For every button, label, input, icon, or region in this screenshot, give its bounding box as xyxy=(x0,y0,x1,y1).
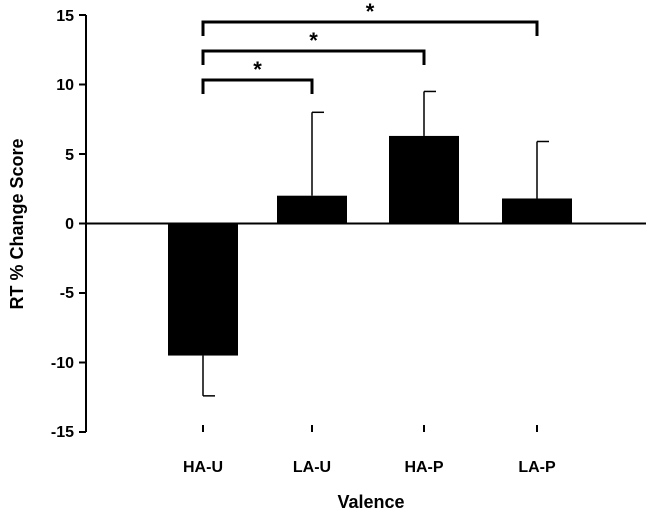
significance-star-ha-p: * xyxy=(309,28,318,53)
y-tick-label-10: 10 xyxy=(56,77,74,94)
error-bars xyxy=(202,90,549,397)
significance-bracket-la-u xyxy=(201,78,314,94)
axes xyxy=(79,14,646,433)
significance-star-la-u: * xyxy=(253,57,262,82)
significance-star-la-p: * xyxy=(366,0,375,24)
y-tick-label-15: 15 xyxy=(56,8,74,25)
y-tick-label-0: 0 xyxy=(65,216,74,233)
x-tick-label-ha-u: HA-U xyxy=(183,459,223,476)
significance-bracket-la-p xyxy=(201,20,539,36)
y-tick-label-neg5: -5 xyxy=(60,285,74,302)
y-tick-label-neg15: -15 xyxy=(51,424,74,441)
x-tick-label-la-p: LA-P xyxy=(518,459,556,476)
significance-bracket-ha-p xyxy=(201,49,426,65)
bar-la-u xyxy=(277,195,347,224)
significance-brackets: * * * xyxy=(201,0,539,94)
bars xyxy=(168,135,572,356)
bar-la-p xyxy=(502,198,572,224)
y-axis-title: RT % Change Score xyxy=(7,138,27,309)
x-tick-label-ha-p: HA-P xyxy=(404,459,443,476)
x-tick-labels: HA-U LA-U HA-P LA-P xyxy=(183,459,556,476)
y-tick-labels: 15 10 5 0 -5 -10 -15 xyxy=(51,8,74,441)
x-tick-label-la-u: LA-U xyxy=(293,459,331,476)
bar-ha-p xyxy=(389,135,459,224)
y-tick-label-neg10: -10 xyxy=(51,355,74,372)
bar-ha-u xyxy=(168,223,238,356)
y-tick-label-5: 5 xyxy=(65,147,74,164)
x-axis-title: Valence xyxy=(337,492,404,512)
